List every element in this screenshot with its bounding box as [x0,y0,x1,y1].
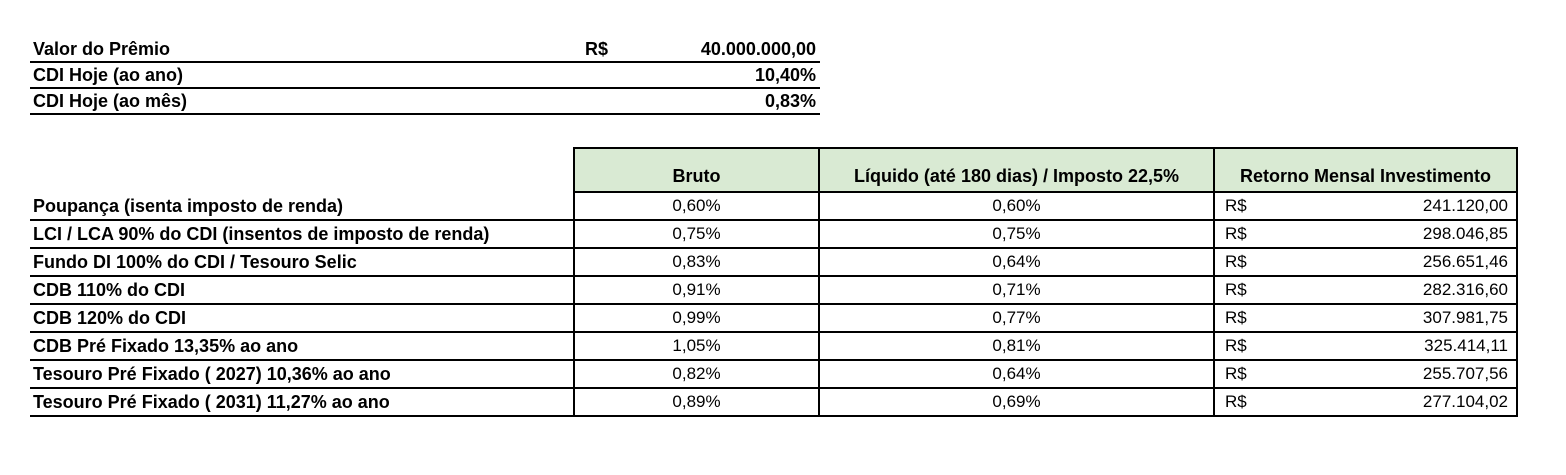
retorno-value: R$ 298.046,85 [1213,221,1518,249]
row-label-poupanca: Poupança (isenta imposto de renda) [30,193,573,221]
currency-symbol: R$ [1225,336,1247,355]
retorno-amount: 282.316,60 [1422,280,1508,299]
premio-label: Valor do Prêmio [33,39,171,59]
bruto-value: 0,75% [573,221,818,249]
liquido-value: 0,71% [818,277,1213,305]
bruto-value: 0,83% [573,249,818,277]
retorno-amount: 255.707,56 [1422,364,1508,383]
liquido-value: 0,75% [818,221,1213,249]
row-label-cdb-pre: CDB Pré Fixado 13,35% ao ano [30,333,573,361]
cdi-mes-label: CDI Hoje (ao mês) [33,91,188,111]
currency-symbol: R$ [1225,280,1247,299]
bruto-value: 0,89% [573,389,818,417]
row-label-tesouro-2031: Tesouro Pré Fixado ( 2031) 11,27% ao ano [30,389,573,417]
cdi-ano-label: CDI Hoje (ao ano) [33,65,184,85]
column-header-liquido: Líquido (até 180 dias) / Imposto 22,5% [818,147,1213,193]
retorno-amount: 325.414,11 [1424,336,1508,355]
liquido-value: 0,64% [818,249,1213,277]
row-label-tesouro-2027: Tesouro Pré Fixado ( 2027) 10,36% ao ano [30,361,573,389]
premio-value: 40.000.000,00 [700,39,816,59]
currency-symbol: R$ [1225,364,1247,383]
column-header-bruto: Bruto [573,147,818,193]
cdi-ano-value: 10,40% [754,65,816,85]
retorno-amount: 298.046,85 [1422,224,1508,243]
premio-currency: R$ [585,39,609,59]
retorno-amount: 256.651,46 [1422,252,1508,271]
retorno-amount: 241.120,00 [1422,196,1508,215]
retorno-value: R$ 325.414,11 [1213,333,1518,361]
bruto-value: 0,91% [573,277,818,305]
investments-table: Bruto Líquido (até 180 dias) / Imposto 2… [30,147,1518,417]
currency-symbol: R$ [1225,392,1247,411]
bruto-value: 1,05% [573,333,818,361]
row-label-lci-lca: LCI / LCA 90% do CDI (insentos de impost… [30,221,573,249]
bruto-value: 0,82% [573,361,818,389]
currency-symbol: R$ [1225,308,1247,327]
retorno-value: R$ 277.104,02 [1213,389,1518,417]
row-label-fundo-di: Fundo DI 100% do CDI / Tesouro Selic [30,249,573,277]
corner-spacer [30,147,573,193]
summary-row-cdi-mes: CDI Hoje (ao mês) 0,83% [30,89,820,115]
row-label-cdb-120: CDB 120% do CDI [30,305,573,333]
retorno-value: R$ 307.981,75 [1213,305,1518,333]
retorno-value: R$ 255.707,56 [1213,361,1518,389]
retorno-value: R$ 282.316,60 [1213,277,1518,305]
liquido-value: 0,60% [818,193,1213,221]
summary-row-premio: Valor do Prêmio R$ 40.000.000,00 [30,37,820,63]
retorno-value: R$ 256.651,46 [1213,249,1518,277]
liquido-value: 0,64% [818,361,1213,389]
summary-block: Valor do Prêmio R$ 40.000.000,00 CDI Hoj… [30,37,820,115]
retorno-amount: 277.104,02 [1422,392,1508,411]
cdi-mes-value: 0,83% [764,91,816,111]
summary-row-cdi-ano: CDI Hoje (ao ano) 10,40% [30,63,820,89]
retorno-amount: 307.981,75 [1422,308,1508,327]
liquido-value: 0,69% [818,389,1213,417]
retorno-value: R$ 241.120,00 [1213,193,1518,221]
liquido-value: 0,81% [818,333,1213,361]
bruto-value: 0,99% [573,305,818,333]
currency-symbol: R$ [1225,224,1247,243]
row-label-cdb-110: CDB 110% do CDI [30,277,573,305]
bruto-value: 0,60% [573,193,818,221]
currency-symbol: R$ [1225,196,1247,215]
liquido-value: 0,77% [818,305,1213,333]
currency-symbol: R$ [1225,252,1247,271]
column-header-retorno: Retorno Mensal Investimento [1213,147,1518,193]
